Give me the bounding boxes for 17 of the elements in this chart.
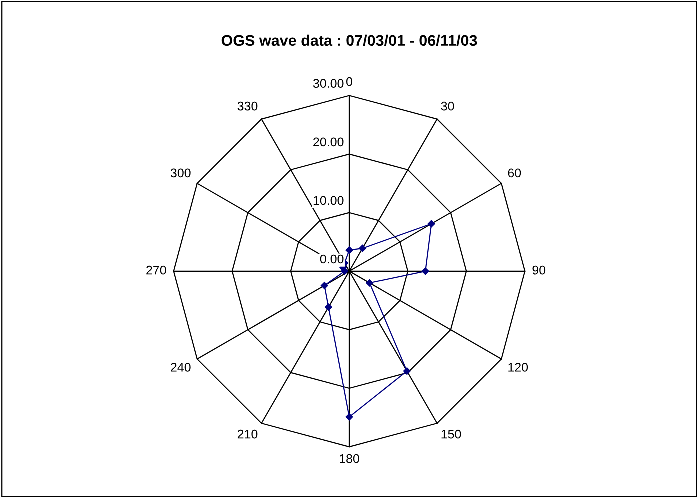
spoke-label: 150 xyxy=(442,430,462,439)
y-tick-label: 20.00 xyxy=(314,138,344,147)
spoke-label: 180 xyxy=(340,454,360,464)
y-tick-label: 30.00 xyxy=(313,79,344,88)
spoke-label: 30 xyxy=(441,102,454,111)
spoke-label: 120 xyxy=(508,363,528,372)
chart-title: OGS wave data : 07/03/01 - 06/11/03 xyxy=(222,34,478,46)
spoke-label: 240 xyxy=(171,363,191,372)
spoke-label: 270 xyxy=(146,266,166,275)
spoke-label: 90 xyxy=(532,266,546,275)
spoke-label: 330 xyxy=(238,102,258,111)
spoke-label: 60 xyxy=(508,168,522,178)
spoke-label: 0 xyxy=(346,77,352,86)
y-tick-label: 0.00 xyxy=(320,254,344,264)
y-tick-label: 10.00 xyxy=(314,196,344,206)
spoke-label: 210 xyxy=(238,430,258,439)
spoke-label: 300 xyxy=(170,168,191,178)
